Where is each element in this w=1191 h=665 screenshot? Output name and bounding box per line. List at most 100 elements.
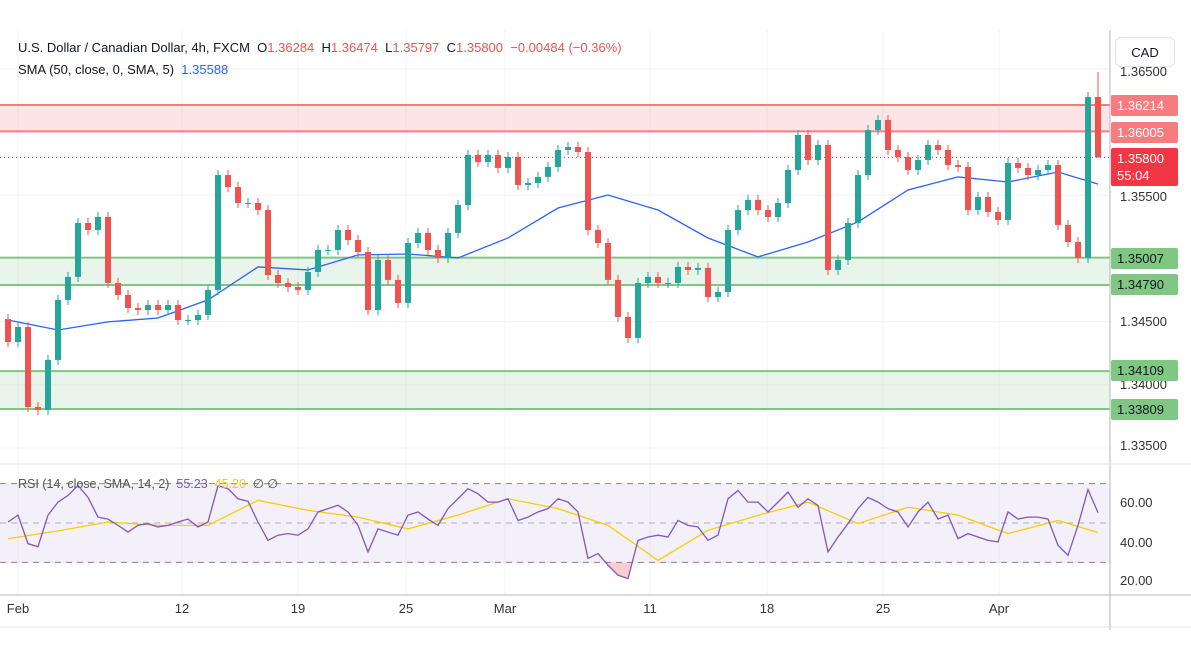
rsi-value: 55.23 xyxy=(176,477,208,491)
candle-down xyxy=(985,197,991,212)
candle-up xyxy=(15,326,21,342)
candle-down xyxy=(1075,242,1081,258)
candle-countdown: 55:04 xyxy=(1117,168,1150,183)
candle-up xyxy=(65,276,71,300)
candle-down xyxy=(585,152,591,231)
candle-down xyxy=(115,282,121,295)
resistance-zone xyxy=(0,105,1110,132)
candle-down xyxy=(385,259,391,280)
time-tick: 18 xyxy=(759,601,775,616)
candle-down xyxy=(355,239,361,253)
candle-down xyxy=(995,211,1001,221)
candle-up xyxy=(815,144,821,160)
candle-up xyxy=(735,210,741,231)
open-value: 1.36284 xyxy=(267,40,315,55)
candle-down xyxy=(805,134,811,160)
candle-down xyxy=(125,294,131,308)
candle-up xyxy=(505,156,511,168)
candle-down xyxy=(1055,165,1061,225)
candle-up xyxy=(675,266,681,283)
candle-down xyxy=(135,307,141,311)
current-price: 1.35800 xyxy=(1117,151,1164,166)
candle-up xyxy=(1005,163,1011,221)
sma-legend[interactable]: SMA (50, close, 0, SMA, 5) 1.35588 xyxy=(18,62,228,77)
candle-down xyxy=(85,222,91,231)
candle-down xyxy=(965,166,971,211)
candle-down xyxy=(655,276,661,283)
candle-down xyxy=(235,187,241,203)
symbol-title: U.S. Dollar / Canadian Dollar, 4h, FXCM xyxy=(18,40,250,55)
currency-button[interactable]: CAD xyxy=(1115,37,1175,67)
candle-up xyxy=(785,169,791,203)
rsi-extra: ∅ ∅ xyxy=(252,477,279,491)
high-label: H xyxy=(321,40,331,55)
candle-down xyxy=(905,156,911,170)
price-tick: 1.36500 xyxy=(1120,64,1167,79)
resistance-bottom-tag: 1.36005 xyxy=(1111,122,1178,143)
candle-up xyxy=(335,230,341,250)
candle-up xyxy=(775,202,781,217)
rsi-tick: 40.00 xyxy=(1120,535,1153,550)
time-tick: 11 xyxy=(643,601,657,616)
candle-up xyxy=(545,166,551,177)
symbol-legend: U.S. Dollar / Canadian Dollar, 4h, FXCM … xyxy=(18,40,622,55)
candle-down xyxy=(625,316,631,338)
candle-up xyxy=(975,197,981,211)
zones xyxy=(0,104,1110,410)
rsi-tick: 60.00 xyxy=(1120,495,1153,510)
time-tick: Apr xyxy=(988,601,1010,616)
candle-down xyxy=(105,216,111,283)
candle-up xyxy=(405,243,411,303)
candle-down xyxy=(945,149,951,166)
candle-down xyxy=(685,266,691,270)
candle-up xyxy=(195,314,201,321)
price-tick: 1.33500 xyxy=(1120,438,1167,453)
candle-up xyxy=(455,204,461,233)
candle-up xyxy=(725,230,731,292)
low-label: L xyxy=(385,40,393,55)
sma-label: SMA (50, close, 0, SMA, 5) xyxy=(18,62,175,77)
candle-up xyxy=(205,289,211,315)
candle-up xyxy=(45,359,51,411)
candle-up xyxy=(485,154,491,163)
candle-down xyxy=(705,267,711,298)
candle-up xyxy=(795,134,801,170)
support-zone xyxy=(0,371,1110,409)
candle-down xyxy=(265,210,271,276)
rsi-legend[interactable]: RSI (14, close, SMA, 14, 2) 55.23 45.20 … xyxy=(18,476,278,491)
candle-down xyxy=(895,149,901,157)
close-value: 1.35800 xyxy=(456,40,504,55)
low-value: 1.35797 xyxy=(392,40,440,55)
candle-down xyxy=(1025,167,1031,176)
candle-down xyxy=(345,230,351,240)
candle-down xyxy=(175,304,181,321)
candle-up xyxy=(635,282,641,338)
candle-up xyxy=(185,320,191,322)
candle-down xyxy=(1065,224,1071,243)
candle-up xyxy=(845,222,851,260)
candle-up xyxy=(875,120,881,131)
candle-up xyxy=(375,259,381,311)
candle-up xyxy=(465,154,471,205)
candle-up xyxy=(695,267,701,270)
rsi-sma-value: 45.20 xyxy=(214,477,246,491)
candle-down xyxy=(5,319,11,342)
candle-up xyxy=(865,130,871,176)
sma-layer xyxy=(7,171,1099,331)
candle-up xyxy=(855,175,861,223)
candle-up xyxy=(145,304,151,311)
candle-down xyxy=(935,144,941,150)
time-tick: 19 xyxy=(290,601,306,616)
candle-down xyxy=(255,202,261,211)
rsi-tick: 20.00 xyxy=(1120,573,1153,588)
candle-up xyxy=(165,304,171,311)
support1-bottom-tag: 1.34790 xyxy=(1111,274,1178,295)
time-tick: 25 xyxy=(875,601,891,616)
candle-up xyxy=(745,199,751,211)
candle-down xyxy=(825,144,831,270)
candle-down xyxy=(755,199,761,211)
candle-up xyxy=(525,182,531,186)
rsi-label: RSI (14, close, SMA, 14, 2) xyxy=(18,477,170,491)
candle-down xyxy=(395,279,401,303)
